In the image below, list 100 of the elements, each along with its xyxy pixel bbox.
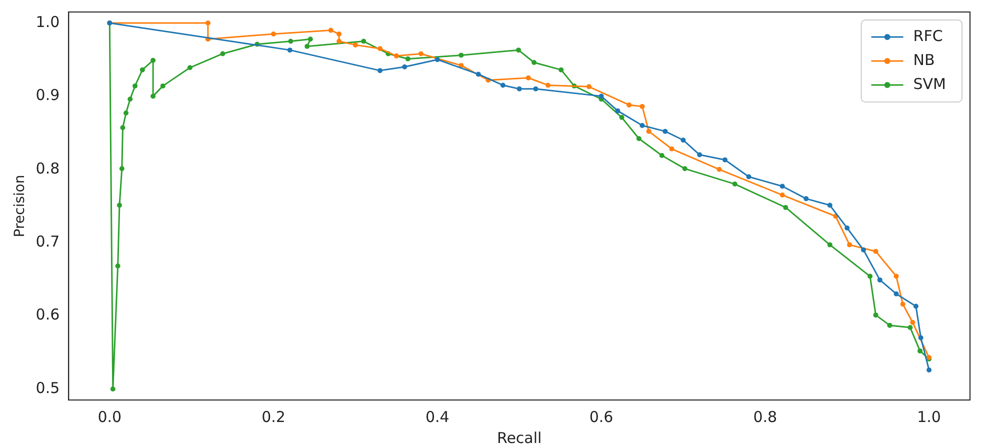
point — [128, 96, 133, 102]
y-tick-label: 0.6 — [36, 306, 60, 324]
point — [115, 264, 120, 269]
point — [908, 325, 913, 330]
point — [682, 166, 688, 172]
point — [533, 86, 538, 92]
point — [558, 67, 564, 72]
point — [336, 38, 342, 44]
y-tick-label: 0.7 — [36, 232, 60, 250]
point — [910, 320, 916, 325]
point — [150, 58, 156, 63]
point — [352, 42, 358, 48]
point — [918, 348, 923, 354]
y-axis-title: Precision — [12, 174, 28, 238]
point — [669, 146, 674, 152]
point — [405, 56, 410, 62]
point — [205, 20, 210, 26]
point — [877, 277, 882, 282]
point — [659, 152, 664, 158]
point — [532, 60, 537, 66]
point — [804, 196, 809, 202]
point — [516, 86, 522, 92]
point — [680, 138, 686, 143]
y-tick-label: 0.8 — [36, 159, 60, 178]
point — [847, 242, 852, 248]
point — [308, 36, 313, 42]
point — [887, 322, 892, 328]
legend-label: NB — [913, 50, 935, 69]
x-tick-label: 1.0 — [917, 408, 941, 426]
point — [646, 128, 652, 134]
point — [526, 75, 531, 80]
point — [586, 84, 592, 90]
point — [476, 72, 481, 77]
point — [918, 335, 924, 340]
point — [516, 48, 522, 53]
point — [116, 202, 122, 208]
point — [873, 248, 878, 254]
point — [900, 302, 906, 307]
point — [780, 192, 785, 198]
x-axis-title: Recall — [496, 428, 542, 447]
point — [662, 128, 668, 134]
point — [894, 291, 899, 296]
y-tick-label: 1.0 — [36, 12, 60, 31]
point — [926, 367, 932, 372]
point — [120, 125, 126, 130]
point — [716, 166, 722, 172]
point — [868, 274, 873, 279]
point — [640, 122, 645, 128]
point — [361, 38, 366, 44]
point — [378, 68, 383, 74]
point — [746, 174, 752, 180]
point — [615, 108, 620, 114]
point — [434, 57, 440, 62]
y-tick-label: 0.9 — [36, 86, 60, 104]
point — [394, 53, 399, 58]
point — [150, 94, 156, 99]
x-tick-label: 0.8 — [753, 408, 778, 426]
point — [402, 64, 408, 70]
point — [860, 247, 866, 252]
point — [132, 83, 138, 88]
x-tick-label: 0.0 — [98, 408, 122, 426]
point — [827, 242, 832, 248]
point — [328, 28, 334, 33]
point — [722, 157, 728, 162]
point — [827, 202, 832, 208]
point — [598, 94, 604, 99]
point — [636, 136, 642, 142]
point — [220, 51, 226, 56]
point — [119, 166, 124, 172]
point — [140, 67, 145, 72]
y-tick-label: 0.5 — [36, 378, 60, 397]
x-tick-label: 0.4 — [425, 408, 450, 426]
point — [873, 312, 878, 318]
point — [640, 104, 645, 109]
point — [500, 82, 506, 88]
point — [288, 38, 294, 44]
legend-label: SVM — [913, 74, 946, 93]
point — [271, 31, 276, 36]
point — [124, 110, 129, 116]
point — [378, 46, 383, 52]
legend-label: RFC — [913, 26, 943, 45]
x-tick-label: 0.6 — [589, 408, 614, 426]
point — [780, 184, 785, 189]
point — [418, 51, 424, 56]
point — [304, 44, 310, 49]
point — [110, 386, 116, 392]
point — [913, 304, 918, 309]
point — [458, 52, 464, 58]
point — [844, 225, 850, 230]
point — [546, 82, 551, 88]
point — [783, 204, 788, 210]
point — [732, 182, 738, 187]
point — [187, 65, 192, 70]
point — [894, 274, 899, 279]
point — [287, 48, 292, 53]
point — [619, 114, 624, 120]
point — [336, 31, 342, 36]
x-tick-label: 0.2 — [262, 408, 286, 426]
point — [697, 152, 702, 158]
point — [160, 83, 166, 88]
